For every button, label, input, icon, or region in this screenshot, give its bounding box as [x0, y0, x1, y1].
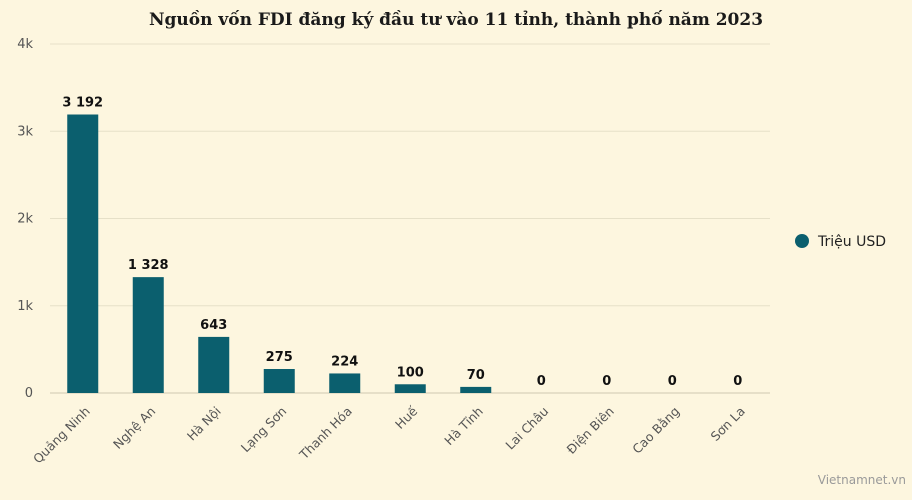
legend[interactable]: Triệu USD — [795, 234, 886, 250]
bar-4[interactable] — [329, 373, 361, 393]
data-labels: 3 192 1 328 643 275 224 100 70 0 0 0 0 — [62, 95, 742, 389]
x-tick-label: Thanh Hóa — [296, 404, 355, 463]
y-tick-label: 0 — [25, 386, 33, 401]
data-label: 224 — [331, 354, 358, 369]
x-tick-label: Huế — [392, 403, 421, 432]
data-label: 3 192 — [62, 95, 103, 110]
bars — [67, 114, 492, 394]
data-label: 0 — [602, 374, 611, 389]
x-axis-ticks: Quảng Ninh Nghệ An Hà Nội Lạng Sơn Thanh Hóa… — [30, 403, 748, 466]
bar-3[interactable] — [263, 369, 295, 393]
data-label: 275 — [266, 350, 293, 365]
x-tick-label: Nghệ An — [110, 404, 158, 452]
x-tick-label: Lai Châu — [502, 404, 551, 453]
y-tick-label: 1k — [17, 299, 33, 314]
y-tick-label: 4k — [17, 37, 33, 52]
data-label: 0 — [668, 374, 677, 389]
x-tick-label: Sơn La — [707, 404, 747, 444]
legend-label: Triệu USD — [817, 234, 886, 250]
x-tick-label: Hà Tĩnh — [441, 404, 486, 449]
y-tick-label: 3k — [17, 124, 33, 139]
bar-0[interactable] — [67, 114, 99, 394]
chart-title: Nguồn vốn FDI đăng ký đầu tư vào 11 tỉnh… — [149, 10, 763, 30]
x-tick-label: Cao Bằng — [629, 404, 682, 457]
grid-lines — [50, 43, 770, 394]
bar-5[interactable] — [394, 384, 426, 393]
data-label: 0 — [537, 374, 546, 389]
x-tick-label: Quảng Ninh — [30, 404, 93, 467]
bar-2[interactable] — [198, 336, 230, 393]
legend-marker — [795, 234, 809, 248]
y-axis-ticks: 0 1k 2k 3k 4k — [17, 37, 33, 401]
y-tick-label: 2k — [17, 212, 33, 227]
data-label: 643 — [200, 318, 227, 333]
data-label: 1 328 — [128, 258, 169, 273]
data-label: 100 — [397, 365, 424, 380]
x-tick-label: Hà Nội — [184, 404, 224, 444]
x-tick-label: Lạng Sơn — [238, 404, 290, 456]
data-label: 0 — [733, 374, 742, 389]
bar-6[interactable] — [460, 386, 492, 393]
bar-1[interactable] — [132, 277, 164, 393]
x-tick-label: Điện Biên — [564, 404, 617, 457]
data-label: 70 — [467, 368, 485, 383]
source-credit: Vietnamnet.vn — [818, 473, 906, 487]
